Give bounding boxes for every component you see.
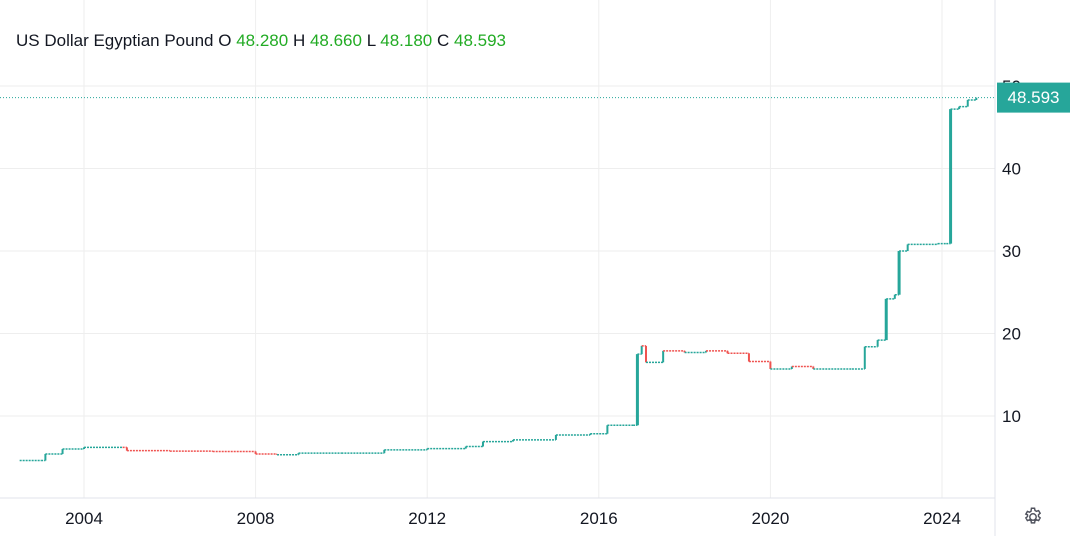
x-tick-label: 2008 <box>237 509 275 528</box>
y-tick-label: 30 <box>1002 242 1021 261</box>
y-axis-ticks: 1020304050 <box>1002 77 1021 426</box>
ohlc-legend: US Dollar Egyptian Pound O 48.280 H 48.6… <box>16 31 506 51</box>
y-tick-label: 20 <box>1002 325 1021 344</box>
x-tick-label: 2012 <box>408 509 446 528</box>
y-tick-label: 10 <box>1002 407 1021 426</box>
legend-open-value: 48.280 <box>236 31 289 50</box>
x-tick-label: 2024 <box>923 509 961 528</box>
last-price-label: 48.593 <box>1007 87 1060 107</box>
grid-lines <box>0 0 995 498</box>
x-tick-label: 2016 <box>580 509 618 528</box>
legend-low-value: 48.180 <box>380 31 433 50</box>
legend-low-label: L <box>366 31 376 50</box>
axis-lines <box>0 0 996 536</box>
last-price-tag-bg <box>997 82 1070 113</box>
legend-high-value: 48.660 <box>309 31 362 50</box>
legend-close-label: C <box>437 31 450 50</box>
legend-title: US Dollar Egyptian Pound <box>16 31 214 50</box>
legend-close-value: 48.593 <box>454 31 507 50</box>
price-series <box>19 97 978 462</box>
x-axis-ticks: 2004 2008 2012 2016 2020 2024 <box>65 509 961 528</box>
legend-open-label: O <box>218 31 232 50</box>
x-tick-label: 2020 <box>751 509 789 528</box>
legend-high-label: H <box>292 31 306 50</box>
gear-icon[interactable] <box>1022 506 1044 528</box>
y-tick-label: 40 <box>1002 160 1021 179</box>
x-tick-label: 2004 <box>65 509 103 528</box>
